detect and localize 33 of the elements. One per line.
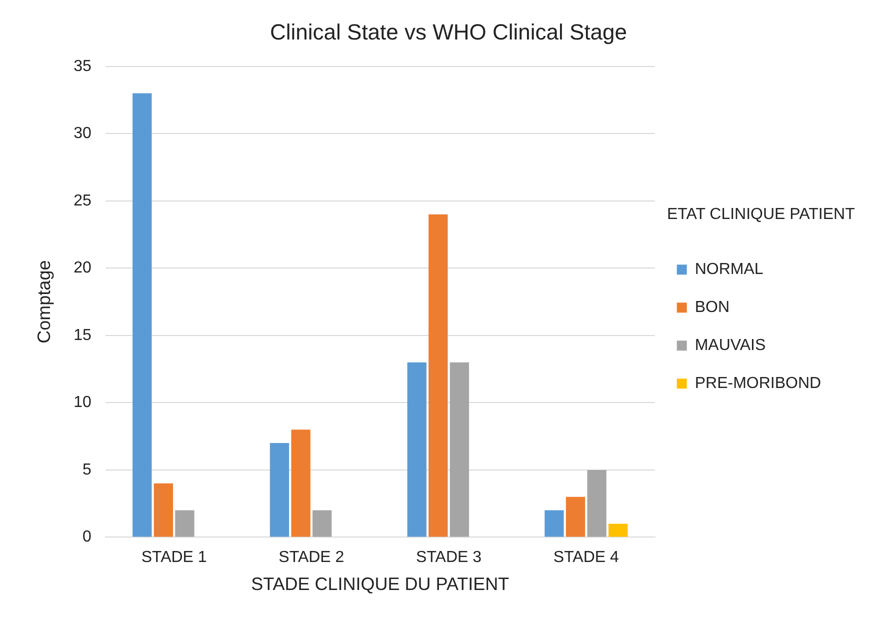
legend-label: PRE-MORIBOND — [694, 375, 822, 392]
legend-label: BON — [694, 299, 730, 316]
bar — [608, 524, 628, 537]
bar — [312, 510, 332, 537]
x-axis-title: STADE CLINIQUE DU PATIENT — [251, 574, 510, 594]
y-tick-label: 30 — [74, 125, 92, 142]
y-tick-label: 10 — [74, 394, 92, 412]
y-tick-label: 15 — [74, 326, 92, 344]
bar — [291, 430, 310, 537]
bar — [175, 510, 194, 537]
chart-title: Clinical State vs WHO Clinical Stage — [270, 19, 628, 44]
bar — [587, 470, 606, 537]
legend-label: NORMAL — [694, 261, 764, 278]
bar — [544, 510, 564, 537]
y-tick-label: 25 — [74, 192, 92, 210]
bar — [154, 483, 174, 537]
bar — [428, 214, 448, 537]
x-tick-label: STADE 2 — [278, 549, 344, 566]
y-tick-label: 5 — [82, 461, 92, 478]
x-tick-label: STADE 4 — [553, 549, 620, 566]
y-tick-label: 0 — [82, 528, 92, 546]
bar — [407, 362, 426, 537]
x-tick-label: STADE 3 — [416, 549, 482, 566]
legend-label: MAUVAIS — [694, 337, 766, 354]
y-axis-title: Comptage — [34, 260, 54, 344]
bar — [132, 93, 152, 537]
y-tick-label: 20 — [74, 260, 92, 277]
legend-title: ETAT CLINIQUE PATIENT — [666, 206, 856, 223]
bar — [270, 443, 290, 537]
y-tick-label: 35 — [74, 58, 92, 75]
x-tick-label: STADE 1 — [141, 549, 207, 566]
bar — [566, 496, 586, 537]
bar — [450, 362, 470, 537]
